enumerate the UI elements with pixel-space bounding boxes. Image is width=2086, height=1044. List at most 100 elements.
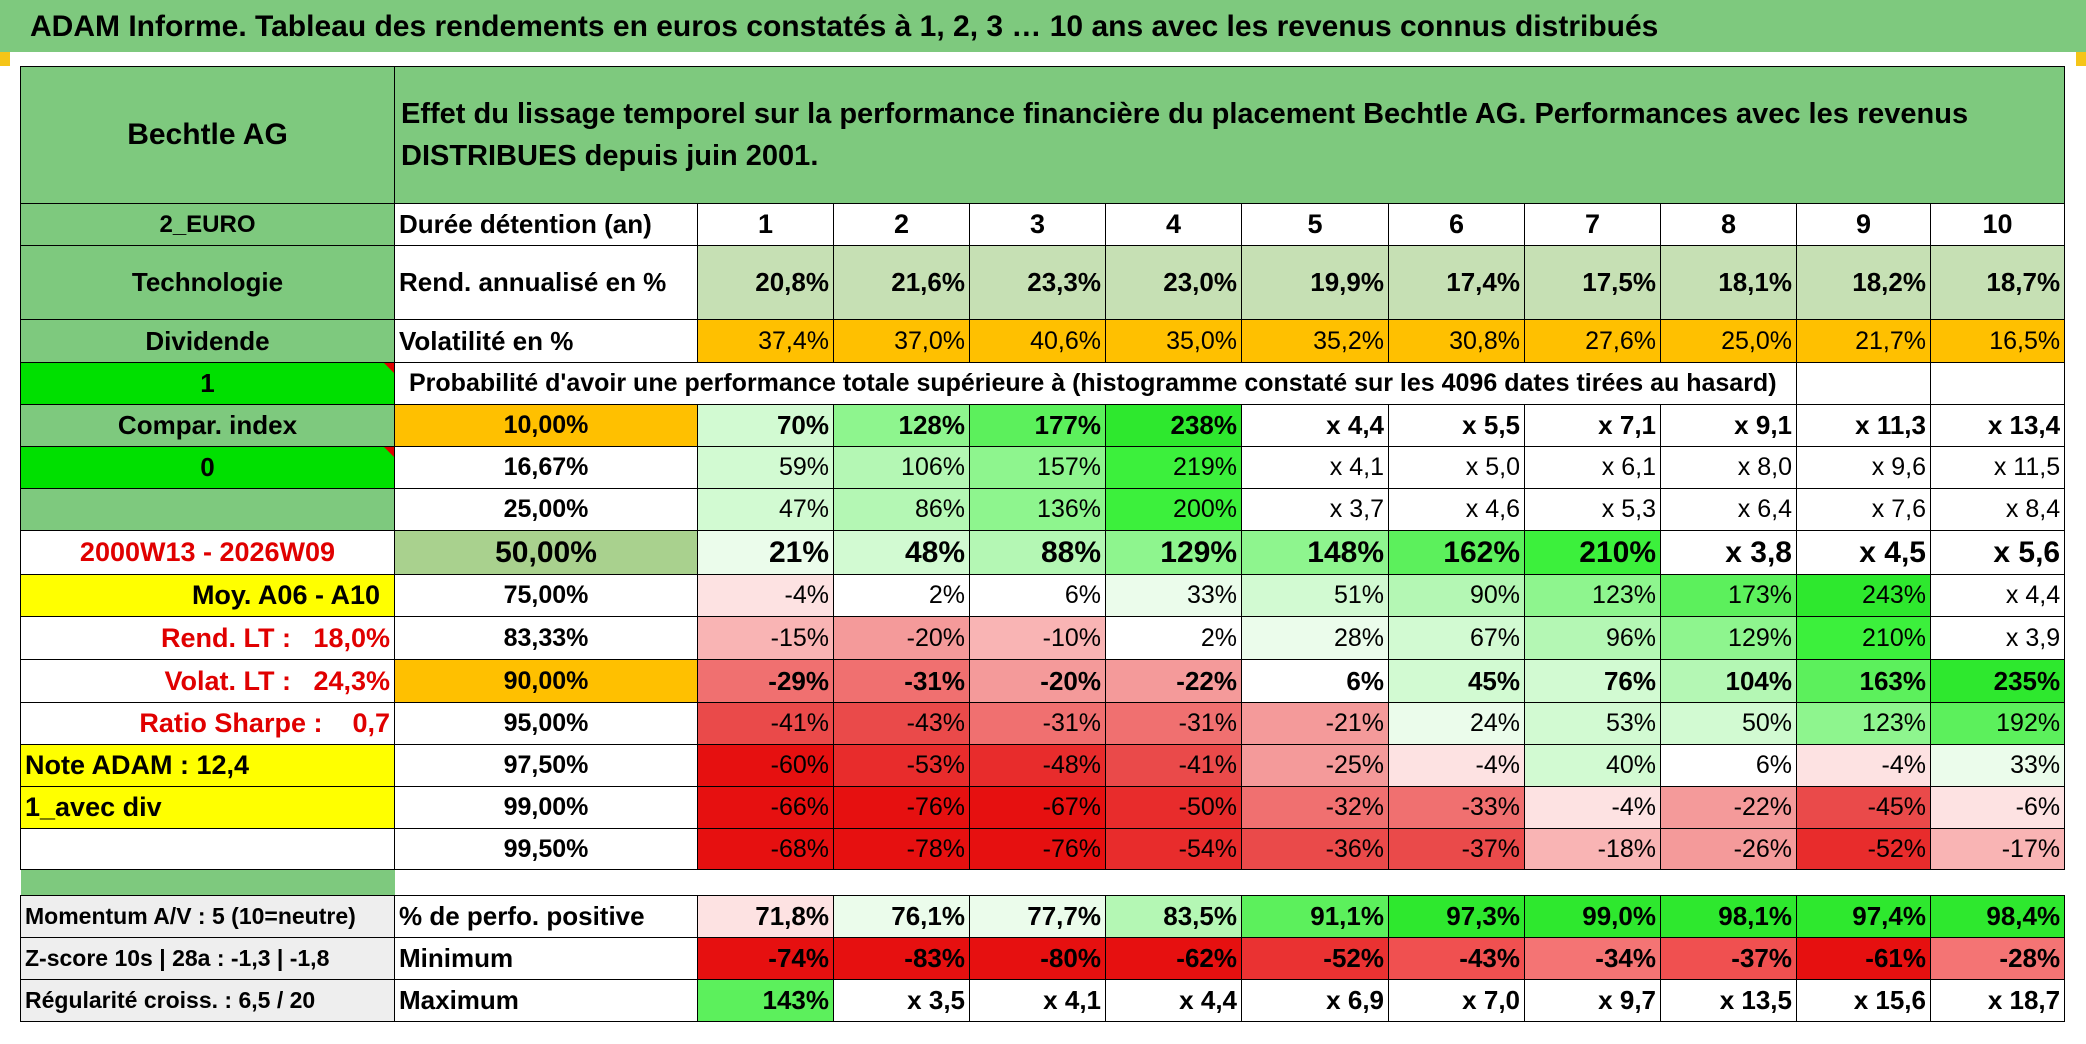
perf-cell: -10% <box>969 616 1106 660</box>
year-header: 6 <box>1388 203 1525 246</box>
empty-cell <box>395 870 698 896</box>
perf-cell: -4% <box>1796 744 1931 787</box>
compar-label: Compar. index <box>20 404 395 447</box>
perf-cell: -31% <box>833 659 970 703</box>
table-row <box>20 869 2065 896</box>
description: Effet du lissage temporel sur la perform… <box>393 66 2066 204</box>
empty-cell <box>1931 870 2065 896</box>
perf-cell: -76% <box>833 786 970 829</box>
rend-cell: 17,5% <box>1524 245 1661 320</box>
income-label: Dividende <box>20 319 395 363</box>
table-row: 2_EURO Durée détention (an) 1 2 3 4 5 6 7 8 9 10 <box>20 203 2066 246</box>
table-row: Régularité croiss. : 6,5 / 20 Maximum 143%… <box>20 979 2066 1022</box>
min-cell: -43% <box>1388 937 1525 980</box>
perf-cell: -31% <box>969 702 1106 745</box>
empty-cell <box>20 488 395 531</box>
min-cell: -80% <box>969 937 1106 980</box>
year-header: 8 <box>1660 203 1797 246</box>
empty-cell <box>1242 870 1389 896</box>
percentile-cell: 95,00% <box>394 702 698 745</box>
percentile-cell: 83,33% <box>394 616 698 660</box>
table-row: Rend. LT : 18,0% 83,33% -15% -20% -10% 2% 28% 6… <box>20 616 2066 660</box>
perf-cell: -67% <box>969 786 1106 829</box>
perf-cell: 45% <box>1388 659 1525 703</box>
perf-cell: -60% <box>697 744 834 787</box>
row-label: Rend. annualisé en % <box>394 245 698 320</box>
rend-cell: 21,6% <box>833 245 970 320</box>
table-row: Note ADAM : 12,4 97,50% -60% -53% -48% -41% -2… <box>20 744 2066 787</box>
table-row: Dividende Volatilité en % 37,4% 37,0% 40,6% 3… <box>20 319 2066 363</box>
perf-cell: 47% <box>697 488 834 531</box>
table-row: 2000W13 - 2026W09 50,00% 21% 48% 88% 129% 148%… <box>20 530 2066 575</box>
pos-cell: 97,3% <box>1388 895 1525 938</box>
percentile-cell: 10,00% <box>394 404 698 447</box>
perf-cell: 129% <box>1105 530 1242 575</box>
avec-div-label: 1_avec div <box>20 786 395 829</box>
perf-cell: x 13,4 <box>1929 404 2066 447</box>
perf-cell: 21% <box>697 530 834 575</box>
perf-cell: 48% <box>833 530 970 575</box>
perf-cell: 219% <box>1105 446 1242 489</box>
table-row: Ratio Sharpe : 0,7 95,00% -41% -43% -31% -31%… <box>20 702 2066 745</box>
perf-cell: 50% <box>1660 702 1797 745</box>
empty-cell <box>834 870 970 896</box>
perf-cell: 238% <box>1105 404 1242 447</box>
perf-cell: x 4,4 <box>1241 404 1389 447</box>
perf-cell: 51% <box>1241 574 1389 617</box>
perf-cell: -66% <box>697 786 834 829</box>
table-row: Compar. index 10,00% 70% 128% 177% 238% x 4,4 x… <box>20 404 2066 447</box>
perf-cell: x 3,9 <box>1929 616 2066 660</box>
prob-label: Probabilité d'avoir une performance tota… <box>394 362 1797 405</box>
rend-cell: 20,8% <box>697 245 834 320</box>
year-header: 2 <box>833 203 970 246</box>
pos-cell: 97,4% <box>1796 895 1931 938</box>
perf-cell: -18% <box>1524 828 1661 870</box>
min-cell: -61% <box>1796 937 1931 980</box>
rend-cell: 18,1% <box>1660 245 1797 320</box>
rend-cell: 23,3% <box>969 245 1106 320</box>
perf-cell: -53% <box>833 744 970 787</box>
perf-cell: -37% <box>1388 828 1525 870</box>
row-label: % de perfo. positive <box>394 895 698 938</box>
perf-cell: -45% <box>1796 786 1931 829</box>
rend-cell: 19,9% <box>1241 245 1389 320</box>
perf-cell: x 11,5 <box>1929 446 2066 489</box>
year-header: 9 <box>1796 203 1931 246</box>
perf-cell: 200% <box>1105 488 1242 531</box>
perf-cell: x 5,6 <box>1929 530 2066 575</box>
pos-cell: 98,1% <box>1660 895 1797 938</box>
rend-cell: 18,2% <box>1796 245 1931 320</box>
perf-cell: 53% <box>1524 702 1661 745</box>
perf-cell: 86% <box>833 488 970 531</box>
empty-cell <box>1106 870 1242 896</box>
percentile-cell: 25,00% <box>394 488 698 531</box>
max-cell: x 3,5 <box>833 979 970 1022</box>
perf-cell: 104% <box>1660 659 1797 703</box>
perf-cell: 157% <box>969 446 1106 489</box>
perf-cell: 148% <box>1241 530 1389 575</box>
empty-cell <box>20 828 395 870</box>
perf-cell: x 8,0 <box>1660 446 1797 489</box>
percentile-cell: 99,50% <box>394 828 698 870</box>
pos-cell: 76,1% <box>833 895 970 938</box>
table-row: 0 16,67% 59% 106% 157% 219% x 4,1 x 5,0 x 6,1 x 8… <box>20 446 2066 489</box>
perf-cell: x 4,5 <box>1796 530 1931 575</box>
perf-cell: 76% <box>1524 659 1661 703</box>
max-cell: x 6,9 <box>1241 979 1389 1022</box>
vol-cell: 37,4% <box>697 319 834 363</box>
table-row: Momentum A/V : 5 (10=neutre)% de perfo. … <box>20 895 2066 938</box>
perf-cell: 2% <box>833 574 970 617</box>
perf-cell: -33% <box>1388 786 1525 829</box>
vol-cell: 35,0% <box>1105 319 1242 363</box>
year-header: 10 <box>1929 203 2066 246</box>
perf-cell: x 3,8 <box>1660 530 1797 575</box>
perf-cell: x 11,3 <box>1796 404 1931 447</box>
perf-cell: 123% <box>1524 574 1661 617</box>
perf-cell: 136% <box>969 488 1106 531</box>
flag-cell: 0 <box>20 446 395 489</box>
perf-cell: x 3,7 <box>1241 488 1389 531</box>
perf-cell: -68% <box>697 828 834 870</box>
perf-cell: 210% <box>1796 616 1931 660</box>
percentile-cell: 16,67% <box>394 446 698 489</box>
table-row: 1 Probabilité d'avoir une performance tot… <box>20 362 2066 405</box>
